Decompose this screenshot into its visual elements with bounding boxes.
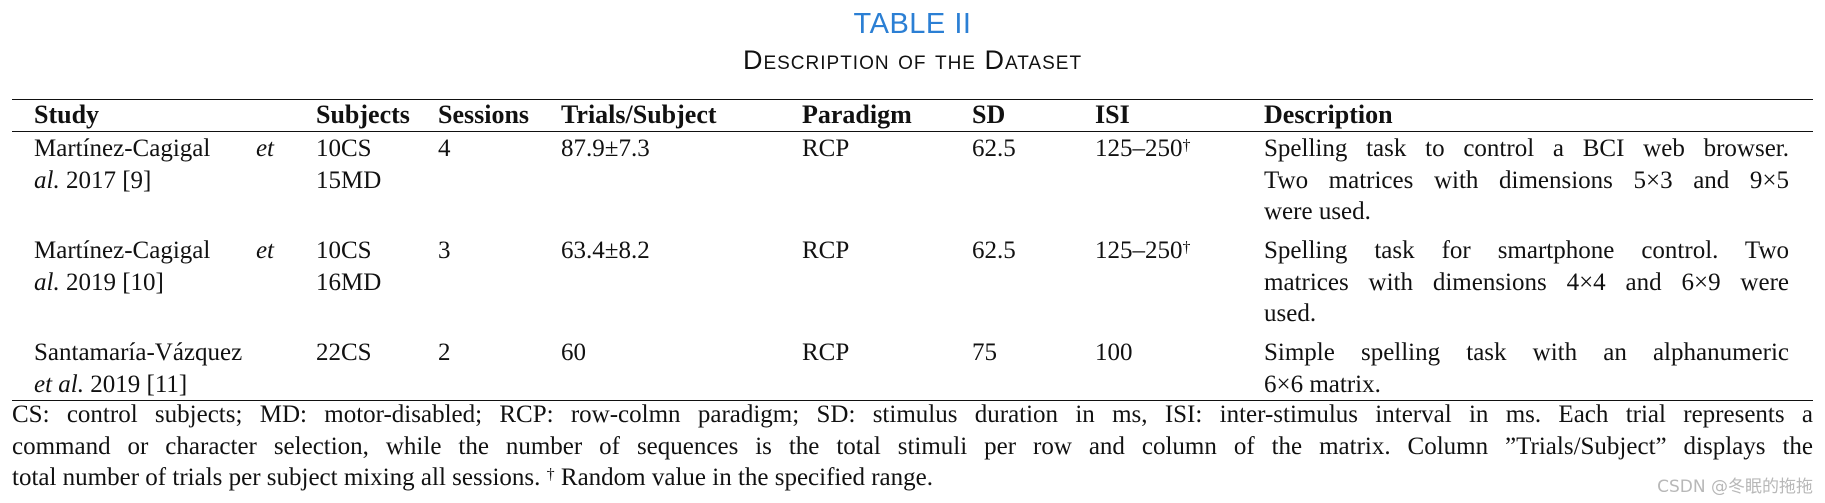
table-row-2-study: Martínez-Cagigal et al. 2019 [10] <box>34 235 274 298</box>
table-row-3-trials: 60 <box>561 339 586 366</box>
header-description: Description <box>1264 100 1393 129</box>
footnote-text: total number of trials per subject mixin… <box>12 464 541 491</box>
al: al. <box>34 268 60 296</box>
reference: 2019 [10] <box>59 268 164 296</box>
table-row-3-paradigm: RCP <box>802 339 850 366</box>
watermark: CSDN @冬眠的拖拖 <box>1657 477 1813 497</box>
dagger-mark: † <box>546 466 555 483</box>
table-row-3-study: Santamaría-Vázquez et al. 2019 [11] <box>34 337 274 400</box>
description-line: Two matrices with dimensions 5×3 and 9×5 <box>1264 166 1789 194</box>
table-row-3-sessions: 2 <box>438 339 451 366</box>
footnote-dagger-text: Random value in the specified range. <box>554 464 933 491</box>
description-line: Spelling task for smartphone control. Tw… <box>1264 237 1789 264</box>
description-line: used. <box>1264 300 1317 327</box>
et: et <box>255 135 274 162</box>
table-row-2-description: Spelling task for smartphone control. Tw… <box>1264 235 1789 330</box>
dagger-mark: † <box>1182 137 1191 154</box>
footnote-line: total number of trials per subject mixin… <box>12 462 1813 494</box>
footnote-line: CS: control subjects; MD: motor-disabled… <box>12 401 1813 428</box>
footnote-line: command or character selection, while th… <box>12 432 1813 460</box>
table-row-1-sessions: 4 <box>438 135 451 162</box>
al: al. <box>34 166 60 194</box>
reference: 2017 [9] <box>59 166 152 194</box>
header-study: Study <box>34 100 100 129</box>
table-label: TABLE II <box>853 8 972 40</box>
isi-value: 125–250 <box>1095 237 1183 264</box>
table-row-2-isi: 125–250† <box>1095 235 1191 267</box>
top-rule <box>12 99 1813 100</box>
header-paradigm: Paradigm <box>802 100 912 129</box>
description-line: Spelling task to control a BCI web brows… <box>1264 135 1789 162</box>
header-sessions: Sessions <box>438 100 530 129</box>
table-caption: Description of the Dataset <box>742 45 1083 75</box>
description-line: matrices with dimensions 4×4 and 6×9 wer… <box>1264 268 1789 296</box>
table-row-3-subjects: 22CS <box>316 339 372 366</box>
author: Santamaría-Vázquez <box>34 339 243 366</box>
table-row-2-sessions: 3 <box>438 237 451 264</box>
header-rule <box>12 131 1813 132</box>
table-row-1-description: Spelling task to control a BCI web brows… <box>1264 133 1789 228</box>
header-trials: Trials/Subject <box>561 100 717 129</box>
subjects-md: 15MD <box>316 166 382 194</box>
dagger-mark: † <box>1182 239 1191 256</box>
table-row-2-subjects: 10CS 16MD <box>316 235 381 298</box>
description-line: were used. <box>1264 198 1371 225</box>
bottom-rule <box>12 400 1813 401</box>
description-line: 6×6 matrix. <box>1264 370 1381 398</box>
author: Martínez-Cagigal <box>34 237 211 264</box>
subjects-cs: 10CS <box>316 237 372 264</box>
table-row-1-study: Martínez-Cagigal et al. 2017 [9] <box>34 133 274 196</box>
header-subjects: Subjects <box>316 100 410 129</box>
table-row-2-paradigm: RCP <box>802 237 850 264</box>
table-row-1-isi: 125–250† <box>1095 133 1191 165</box>
table-row-1-subjects: 10CS 15MD <box>316 133 381 196</box>
subjects-cs: 10CS <box>316 135 372 162</box>
author: Martínez-Cagigal <box>34 135 211 162</box>
table-row-3-description: Simple spelling task with an alphanumeri… <box>1264 337 1789 400</box>
description-line: Simple spelling task with an alphanumeri… <box>1264 339 1789 366</box>
table-row-2-sd: 62.5 <box>972 237 1016 264</box>
header-sd: SD <box>972 100 1006 129</box>
et-al: et al. <box>34 370 84 398</box>
reference: 2019 [11] <box>84 370 188 398</box>
table-row-3-isi: 100 <box>1095 339 1133 366</box>
table-row-1-sd: 62.5 <box>972 135 1016 162</box>
table-row-3-sd: 75 <box>972 339 997 366</box>
isi-value: 125–250 <box>1095 135 1183 162</box>
table-row-2-trials: 63.4±8.2 <box>561 237 650 264</box>
et: et <box>255 237 274 264</box>
header-isi: ISI <box>1095 100 1130 129</box>
table-row-1-paradigm: RCP <box>802 135 850 162</box>
table-footnote: CS: control subjects; MD: motor-disabled… <box>12 399 1813 494</box>
table-row-1-trials: 87.9±7.3 <box>561 135 650 162</box>
subjects-md: 16MD <box>316 268 382 296</box>
